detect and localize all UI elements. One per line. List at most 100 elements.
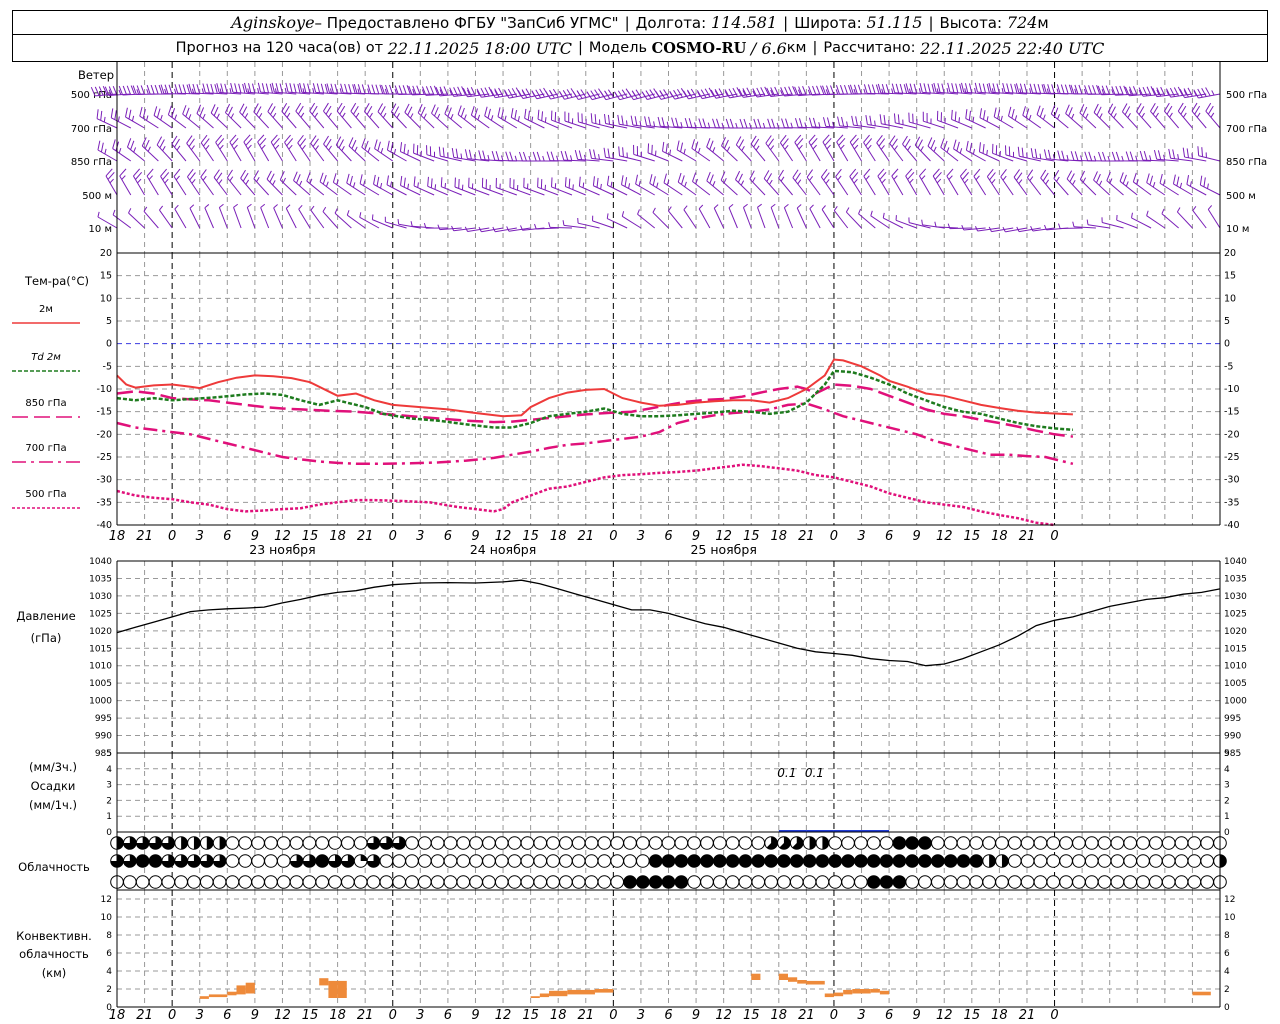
temp-tick-left: -5 <box>103 361 112 372</box>
cloud-circle <box>1020 854 1035 868</box>
temp-tick-right: 15 <box>1224 271 1236 282</box>
wind-barb-half <box>300 112 305 118</box>
wind-barb-flag <box>1026 169 1034 178</box>
wind-barb-flag <box>400 175 403 186</box>
wind-barb-flag <box>139 106 143 117</box>
wind-barb-flag <box>869 115 872 126</box>
wind-barb-half <box>582 182 585 188</box>
wind-barb-half <box>1029 176 1034 182</box>
wind-barb-flag <box>325 105 332 115</box>
wind-barb-flag <box>403 177 406 188</box>
cloud-circle <box>392 875 406 889</box>
cloud-symbol <box>610 875 624 889</box>
cloud-symbol <box>353 836 368 850</box>
cloud-symbol <box>738 854 753 868</box>
wind-barb-flag <box>367 84 372 94</box>
wind-barb-half <box>460 153 463 159</box>
cloud-symbol <box>648 875 663 889</box>
cloud-circle <box>559 854 573 868</box>
wind-barb-half <box>1016 226 1020 232</box>
wind-barb-half <box>1018 179 1023 184</box>
wind-barb <box>677 181 697 196</box>
wind-barb-flag <box>442 147 445 158</box>
wind-barb-flag <box>1138 106 1145 115</box>
cloud-circle <box>931 875 945 889</box>
cloud-fill <box>970 854 983 868</box>
wind-barb-flag <box>617 114 620 125</box>
wind-barb-half <box>467 89 470 95</box>
wind-barb <box>426 154 449 162</box>
conv-tick-right: 4 <box>1224 967 1230 977</box>
cloud-fill <box>162 836 175 850</box>
wind-barb <box>1079 179 1097 196</box>
wind-barb-flag <box>592 176 595 186</box>
wind-barb-half <box>201 88 205 94</box>
wind-barb-flag <box>404 103 410 113</box>
cloud-circle <box>687 836 701 850</box>
wind-barb-flag <box>532 151 537 162</box>
cloud-fill <box>187 854 201 868</box>
wind-barb-flag <box>363 103 370 112</box>
wind-barb-flag <box>1053 169 1060 179</box>
wind-barb-flag <box>495 151 500 161</box>
wind-barb-flag <box>257 82 262 93</box>
wind-barb-flag <box>1033 83 1038 94</box>
wind-barb-flag <box>142 109 146 119</box>
wind-barb-flag <box>1051 84 1055 94</box>
wind-barb-flag <box>657 116 661 127</box>
wind-barb-half <box>233 203 239 208</box>
wind-barb-flag <box>251 83 256 93</box>
wind-barb-flag <box>100 142 104 153</box>
temp-tick-right: -5 <box>1224 361 1233 372</box>
wind-barb-flag <box>992 83 996 93</box>
wind-barb-flag <box>200 134 208 144</box>
wind-barb-flag <box>220 83 224 93</box>
wind-barb-flag <box>359 174 363 184</box>
cloud-fill <box>123 836 137 850</box>
hour-label: 9 <box>251 1008 259 1023</box>
hour-label: 6 <box>444 1008 452 1023</box>
wind-barb-half <box>1101 88 1105 95</box>
cloud-symbol <box>828 836 843 850</box>
wind-barb-flag <box>962 172 969 180</box>
wind-barb-flag <box>1157 150 1162 160</box>
wind-barb-flag <box>940 138 945 148</box>
hour-label: 3 <box>637 529 645 544</box>
cloud-symbol <box>764 836 778 850</box>
wind-barb-half <box>1136 179 1139 185</box>
lat-value: 51.115 <box>866 13 923 32</box>
wind-barb-flag <box>457 105 462 115</box>
wind-barb-flag <box>1037 83 1042 94</box>
cloud-circle <box>341 875 355 889</box>
pressure-tick-left: 995 <box>95 714 112 724</box>
wind-barb-flag <box>606 175 610 186</box>
wind-barb-half <box>1162 180 1166 186</box>
wind-barb-flag <box>883 115 886 125</box>
wind-barb <box>200 176 214 196</box>
wind-barb-flag <box>680 142 684 152</box>
cloud-symbol <box>379 875 394 889</box>
wind-barb-flag <box>503 89 510 99</box>
wind-barb-flag <box>909 83 913 93</box>
wind-barb-flag <box>607 89 615 98</box>
cloud-symbol <box>1059 836 1073 850</box>
wind-barb-flag <box>778 169 784 179</box>
cloud-circle <box>405 836 419 850</box>
wind-barb-flag <box>1194 105 1201 115</box>
precip-annotation: 0.1 <box>777 766 796 780</box>
cloud-symbol <box>174 875 188 889</box>
cloud-fill <box>764 854 778 868</box>
cloud-circle <box>700 875 714 889</box>
wind-barb-half <box>1127 112 1131 118</box>
cloud-circle <box>1084 854 1099 868</box>
wind-barb-half <box>108 89 112 95</box>
wind-barb-flag <box>913 83 917 94</box>
wind-barb-half <box>393 148 397 155</box>
cloud-symbol <box>1020 836 1035 850</box>
wind-barb-half <box>840 144 845 150</box>
hour-label: 18 <box>329 529 346 544</box>
cloud-circle <box>1200 875 1214 889</box>
cloud-cover-layer <box>110 836 1227 889</box>
wind-barb-flag <box>1132 86 1138 96</box>
cloud-symbol <box>123 836 137 850</box>
